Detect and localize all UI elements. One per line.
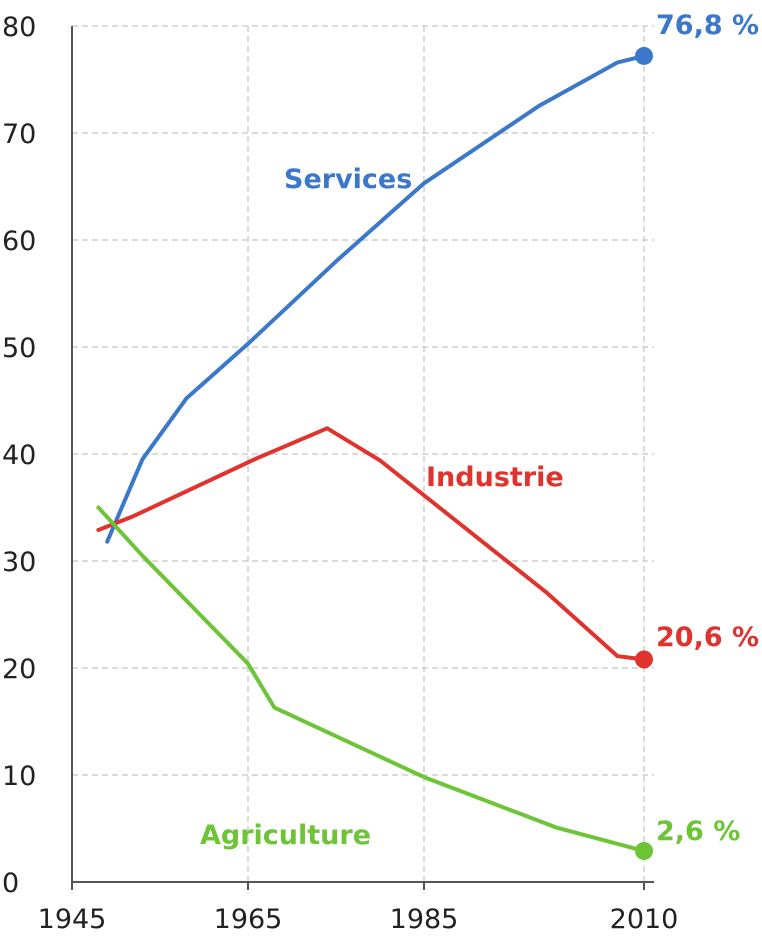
end-value-label-agriculture: 2,6 % xyxy=(656,816,740,847)
x-tick-label-3: 2010 xyxy=(610,904,679,935)
series-end-point-agriculture xyxy=(635,841,653,860)
series xyxy=(96,46,653,860)
y-tick-label-8: 80 xyxy=(2,12,36,43)
y-tick-label-2: 20 xyxy=(2,654,36,685)
y-tick-label-7: 70 xyxy=(2,119,36,150)
y-tick-label-6: 60 xyxy=(2,226,36,257)
series-end-point-industrie xyxy=(635,650,653,669)
series-end-point-services xyxy=(635,46,653,65)
x-tick-label-0: 1945 xyxy=(38,904,107,935)
axes: 0 10 20 30 40 50 60 70 80 1945 1965 1985 2010 xyxy=(2,12,678,935)
end-value-label-services: 76,8 % xyxy=(656,10,759,41)
y-tick-label-0: 0 xyxy=(2,868,19,899)
y-tick-label-4: 40 xyxy=(2,440,36,471)
y-tick-label-5: 50 xyxy=(2,333,36,364)
y-tick-label-1: 10 xyxy=(2,761,36,792)
labels: Services 76,8 % Industrie 20,6 % Agriculture… xyxy=(200,10,759,851)
series-line-agriculture xyxy=(96,505,646,853)
x-tick-label-1: 1965 xyxy=(214,904,283,935)
series-label-industrie: Industrie xyxy=(426,462,564,493)
x-tick-label-2: 1985 xyxy=(390,904,459,935)
series-label-services: Services xyxy=(284,164,412,195)
series-line-services xyxy=(105,54,646,544)
y-tick-label-3: 30 xyxy=(2,547,36,578)
series-line-industrie xyxy=(96,426,646,662)
grid xyxy=(72,25,654,882)
end-value-label-industrie: 20,6 % xyxy=(656,622,759,653)
series-label-agriculture: Agriculture xyxy=(200,820,371,851)
